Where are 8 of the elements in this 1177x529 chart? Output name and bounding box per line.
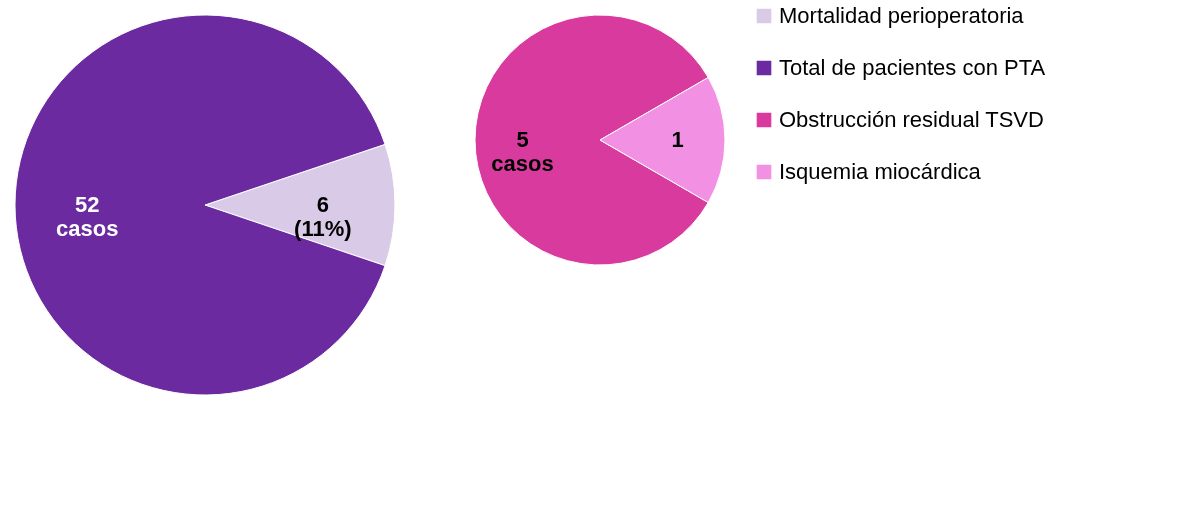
legend-label: Isquemia miocárdica xyxy=(779,159,982,184)
data-label: 6 (11%) xyxy=(294,192,352,241)
data-label: 52 casos xyxy=(56,192,119,241)
data-label: 5 casos xyxy=(491,127,554,176)
legend-label: Mortalidad perioperatoria xyxy=(779,3,1025,28)
data-label: 1 xyxy=(671,127,684,152)
legend-label: Obstrucción residual TSVD xyxy=(779,107,1044,132)
legend-label: Total de pacientes con PTA xyxy=(779,55,1046,80)
